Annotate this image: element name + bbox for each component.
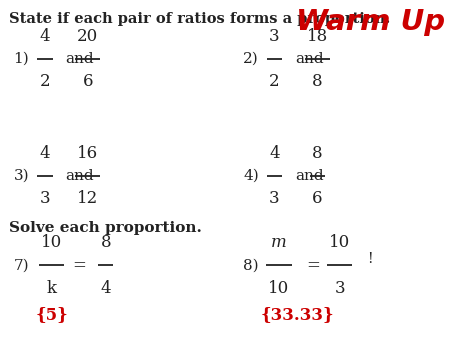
Text: 20: 20 <box>77 28 99 45</box>
Text: Solve each proportion.: Solve each proportion. <box>9 221 202 235</box>
Text: 4: 4 <box>40 28 50 45</box>
Text: 7): 7) <box>14 258 29 272</box>
Text: 10: 10 <box>41 234 63 251</box>
Text: !: ! <box>367 251 372 266</box>
Text: 10: 10 <box>329 234 351 251</box>
Text: 3: 3 <box>269 190 280 207</box>
Text: and: and <box>65 52 94 66</box>
Text: 3: 3 <box>269 28 280 45</box>
Text: and: and <box>295 169 324 183</box>
Text: 4: 4 <box>40 145 50 162</box>
Text: =: = <box>306 257 319 274</box>
Text: =: = <box>72 257 86 274</box>
Text: and: and <box>295 52 324 66</box>
Text: State if each pair of ratios forms a proportion.: State if each pair of ratios forms a pro… <box>9 12 390 26</box>
Text: 4: 4 <box>269 145 280 162</box>
Text: Warm Up: Warm Up <box>297 8 446 37</box>
Text: 3: 3 <box>334 280 345 296</box>
Text: 3: 3 <box>40 190 50 207</box>
Text: 2: 2 <box>40 73 50 90</box>
Text: 2: 2 <box>269 73 280 90</box>
Text: 4: 4 <box>100 280 111 296</box>
Text: 2): 2) <box>243 52 259 66</box>
Text: 6: 6 <box>82 73 93 90</box>
Text: 16: 16 <box>77 145 98 162</box>
Text: 4): 4) <box>243 169 259 183</box>
Text: {33.33}: {33.33} <box>260 306 334 323</box>
Text: 3): 3) <box>14 169 29 183</box>
Text: 18: 18 <box>306 28 328 45</box>
Text: 6: 6 <box>312 190 323 207</box>
Text: m: m <box>271 234 287 251</box>
Text: k: k <box>47 280 57 296</box>
Text: {5}: {5} <box>36 306 68 323</box>
Text: 10: 10 <box>268 280 290 296</box>
Text: 8: 8 <box>100 234 111 251</box>
Text: 1): 1) <box>14 52 29 66</box>
Text: 12: 12 <box>77 190 99 207</box>
Text: 8): 8) <box>243 258 259 272</box>
Text: and: and <box>65 169 94 183</box>
Text: 8: 8 <box>312 145 323 162</box>
Text: 8: 8 <box>312 73 323 90</box>
